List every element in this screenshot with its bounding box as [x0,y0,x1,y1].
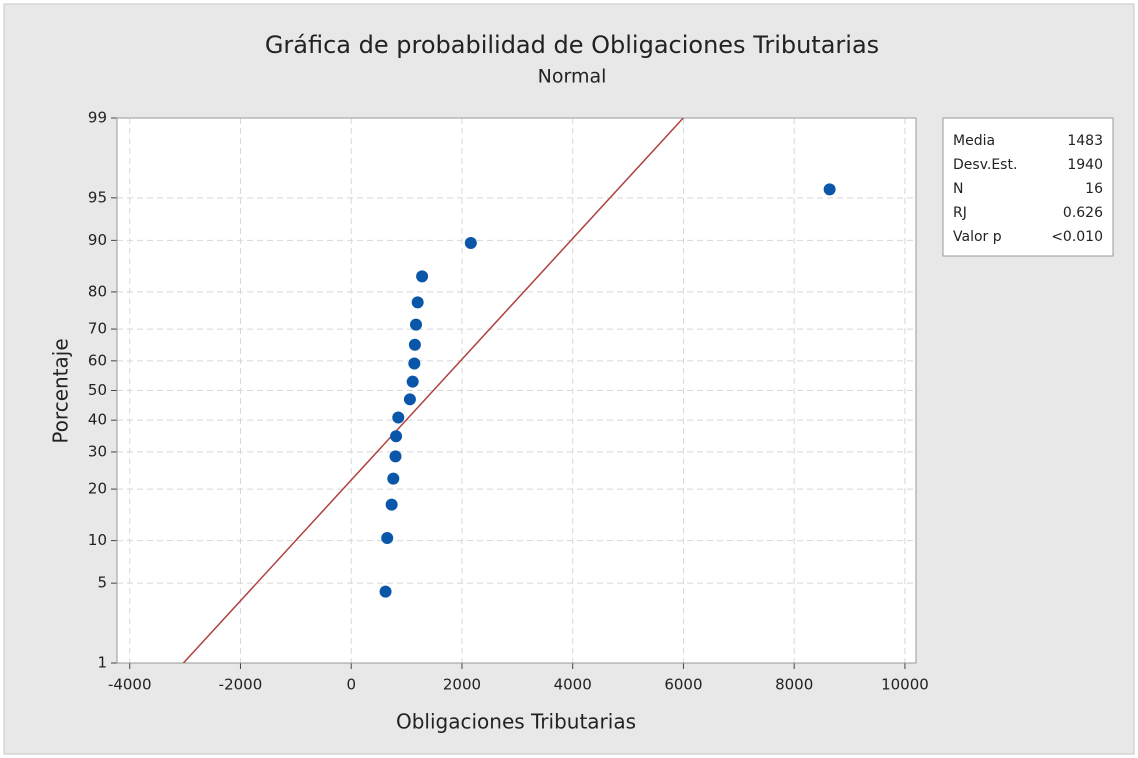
y-tick-label: 90 [88,231,107,249]
stats-box [942,117,1114,257]
y-tick-label: 10 [88,531,107,549]
stat-label: N [953,181,963,197]
data-point [823,183,836,196]
chart-subtitle: Normal [538,66,607,88]
data-point [416,270,429,283]
x-tick-label: 4000 [554,676,592,694]
x-tick-label: 8000 [775,676,813,694]
stat-label: Media [953,133,995,149]
stat-label: Desv.Est. [953,157,1017,173]
x-tick-label: 10000 [881,676,929,694]
stat-value: 1940 [1067,157,1103,173]
chart-title: Gráfica de probabilidad de Obligaciones … [265,31,879,59]
data-point [408,338,421,351]
y-tick-label: 60 [88,351,107,369]
y-tick-label: 80 [88,282,107,300]
data-point [408,357,421,370]
data-point [385,498,398,511]
plot-area [117,118,916,663]
data-point [403,393,416,406]
y-tick-label: 50 [88,381,107,399]
stat-label: RJ [953,205,967,221]
stat-value: 0.626 [1063,205,1103,221]
y-axis-label: Porcentaje [49,338,73,443]
stat-label: Valor p [953,229,1002,245]
x-tick-label: -2000 [219,676,263,694]
y-tick-label: 99 [88,109,107,127]
x-tick-label: 2000 [443,676,481,694]
x-axis-label: Obligaciones Tributarias [396,710,636,734]
y-tick-label: 40 [88,411,107,429]
stat-value: 16 [1085,181,1103,197]
data-point [389,450,402,463]
y-tick-label: 5 [97,574,107,592]
fit-line [182,118,684,663]
stat-value: <0.010 [1051,229,1103,245]
plot-frame [116,117,917,664]
data-point [390,430,403,443]
data-point [381,531,394,544]
data-point [410,318,423,331]
data-point [411,296,424,309]
x-tick-label: 6000 [664,676,702,694]
x-tick-label: -4000 [108,676,152,694]
data-point [379,585,392,598]
x-tick-label: 0 [346,676,356,694]
y-tick-label: 20 [88,480,107,498]
data-point [387,472,400,485]
stat-value: 1483 [1067,133,1103,149]
y-tick-label: 30 [88,442,107,460]
y-tick-label: 70 [88,320,107,338]
y-tick-label: 95 [88,188,107,206]
y-tick-label: 1 [97,654,107,672]
data-point [464,237,477,250]
data-point [406,375,419,388]
data-point [392,411,405,424]
